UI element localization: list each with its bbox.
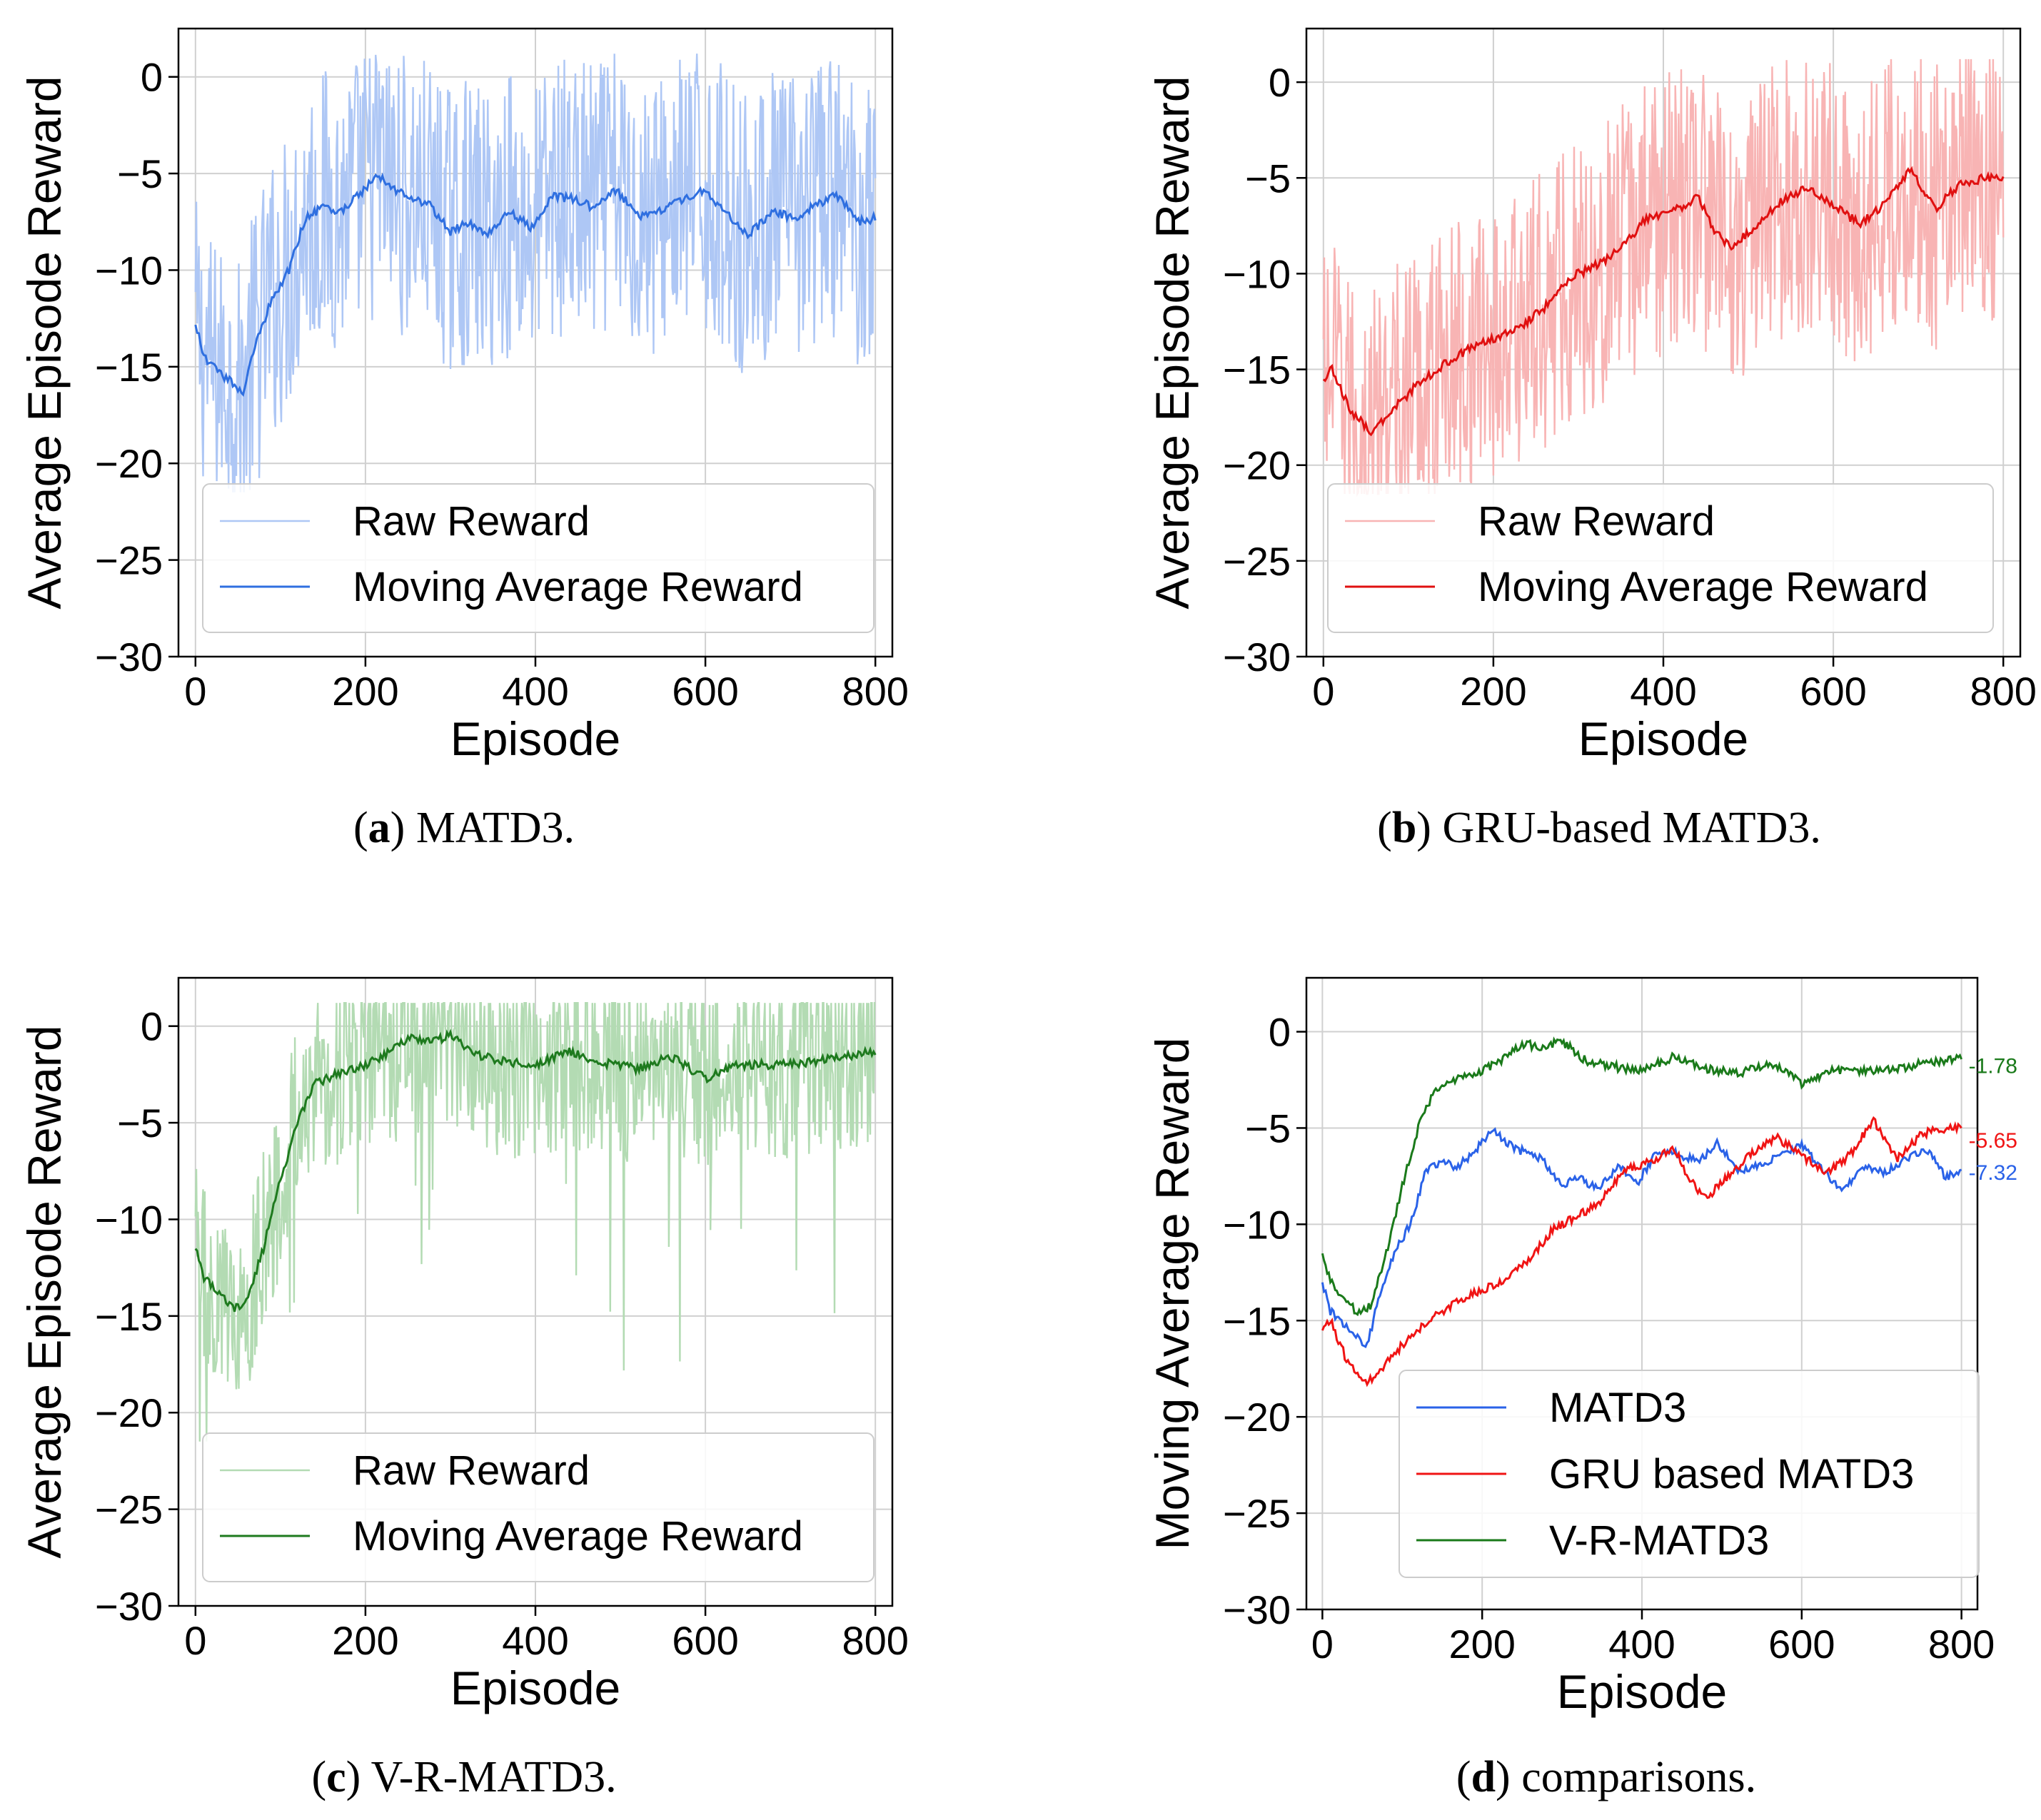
series-group	[194, 1002, 877, 1442]
y-tick-label: −30	[95, 635, 163, 679]
legend-label: Moving Average Reward	[1478, 564, 1928, 610]
x-tick-label: 0	[1312, 669, 1334, 714]
y-axis-label: Average Episode Reward	[18, 1025, 71, 1558]
series-group	[194, 54, 877, 492]
y-tick-label: 0	[141, 55, 163, 100]
x-tick-label: 600	[1768, 1622, 1835, 1667]
x-tick-label: 200	[1460, 669, 1526, 714]
legend-label: GRU based MATD3	[1549, 1451, 1914, 1497]
legend-label: Raw Reward	[1478, 498, 1715, 545]
caption-b: (b) GRU-based MATD3.	[1377, 804, 1821, 852]
y-tick-label: −10	[95, 1197, 163, 1242]
legend-box	[1327, 483, 1994, 633]
y-tick-label: −5	[117, 1101, 163, 1146]
x-tick-label: 800	[842, 1618, 908, 1663]
y-tick-label: −25	[1223, 1491, 1291, 1536]
y-axis-label: Moving Average Reward	[1146, 1038, 1199, 1550]
caption-c: (c) V-R-MATD3.	[311, 1753, 617, 1801]
chart-a: 0 200 400 600 800 0 −5 −10 −15 −20 −25 −30 Episode Av…	[18, 27, 909, 765]
y-tick-label: −25	[1223, 539, 1291, 584]
x-tick-label: 400	[1630, 669, 1696, 714]
y-tick-label: −20	[1223, 1395, 1291, 1440]
chart-c: 0 200 400 600 800 0 −5 −10 −15 −20 −25 −30 Episode Av…	[18, 976, 909, 1714]
legend: Raw Reward Moving Average Reward	[202, 483, 875, 633]
legend-label: Raw Reward	[353, 498, 590, 545]
y-tick-label: −5	[1245, 156, 1291, 201]
x-tick-label: 800	[1928, 1622, 1995, 1667]
series-0	[1321, 1127, 1962, 1349]
x-tick-label: 0	[184, 1618, 206, 1663]
x-axis-label: Episode	[450, 1662, 621, 1714]
y-axis-label: Average Episode Reward	[18, 76, 71, 609]
legend-label: Raw Reward	[353, 1447, 590, 1494]
chart-b: 0 200 400 600 800 0 −5 −10 −15 −20 −25 −30 Episode Av…	[1146, 27, 2037, 765]
end-value-label: -7.32	[1969, 1161, 2017, 1185]
legend-label: MATD3	[1549, 1385, 1686, 1431]
x-tick-label: 600	[672, 1618, 738, 1663]
x-tick-label: 600	[1800, 669, 1866, 714]
x-axis-label: Episode	[1557, 1665, 1728, 1718]
series-2	[1321, 1036, 1962, 1317]
y-tick-label: −10	[1223, 1202, 1291, 1247]
y-tick-label: −25	[95, 538, 163, 583]
legend-box	[202, 483, 875, 633]
x-tick-label: 400	[502, 669, 568, 714]
y-tick-label: −15	[1223, 1298, 1291, 1343]
legend-box	[202, 1432, 875, 1582]
series-group	[1321, 1036, 1962, 1387]
y-tick-label: −10	[95, 248, 163, 293]
x-tick-label: 800	[842, 669, 908, 714]
x-tick-label: 600	[672, 669, 738, 714]
raw-reward-series	[1322, 59, 2005, 497]
y-tick-label: −30	[1223, 1587, 1291, 1632]
y-tick-label: −5	[117, 151, 163, 196]
y-tick-label: −25	[95, 1487, 163, 1532]
end-value-label: -5.65	[1969, 1129, 2017, 1153]
y-tick-label: −30	[1223, 635, 1291, 679]
moving-average-series	[194, 1028, 877, 1313]
y-tick-label: −20	[95, 1390, 163, 1435]
y-axis-label: Average Episode Reward	[1146, 76, 1199, 609]
legend: Raw Reward Moving Average Reward	[1327, 483, 1994, 633]
legend-label: V-R-MATD3	[1549, 1517, 1769, 1564]
series-group	[1322, 59, 2005, 497]
y-tick-label: −15	[95, 345, 163, 390]
y-tick-label: −5	[1245, 1106, 1291, 1151]
legend-label: Moving Average Reward	[353, 1513, 803, 1559]
y-tick-label: −15	[95, 1294, 163, 1339]
series-1	[1321, 1116, 1962, 1387]
x-tick-label: 200	[332, 1618, 398, 1663]
moving-average-series	[194, 172, 877, 397]
x-axis-label: Episode	[450, 712, 621, 765]
x-axis-label: Episode	[1578, 712, 1749, 765]
y-tick-label: −20	[1223, 443, 1291, 488]
chart-d: 0 200 400 600 800 0 −5 −10 −15 −20 −25 −30 Episode Mo…	[1146, 976, 2017, 1718]
raw-reward-series	[194, 54, 877, 492]
y-tick-label: −30	[95, 1584, 163, 1629]
x-tick-label: 800	[1970, 669, 2036, 714]
x-tick-label: 0	[184, 669, 206, 714]
caption-a: (a) MATD3.	[353, 804, 575, 852]
x-tick-label: 0	[1311, 1622, 1334, 1667]
moving-average-series	[1322, 166, 2005, 437]
y-tick-label: −20	[95, 441, 163, 486]
x-tick-label: 400	[502, 1618, 568, 1663]
x-tick-label: 200	[332, 669, 398, 714]
legend: Raw Reward Moving Average Reward	[202, 1432, 875, 1582]
y-tick-label: 0	[1269, 60, 1291, 105]
end-value-label: -1.78	[1969, 1055, 2017, 1078]
legend-box	[1399, 1370, 1980, 1578]
legend: MATD3 GRU based MATD3 V-R-MATD3	[1399, 1370, 1980, 1578]
y-tick-label: −15	[1223, 348, 1291, 393]
legend-label: Moving Average Reward	[353, 564, 803, 610]
y-tick-label: 0	[141, 1004, 163, 1049]
y-tick-label: 0	[1269, 1010, 1291, 1055]
y-tick-label: −10	[1223, 251, 1291, 296]
x-tick-label: 200	[1448, 1622, 1515, 1667]
x-tick-label: 400	[1608, 1622, 1675, 1667]
caption-d: (d) comparisons.	[1456, 1753, 1757, 1801]
